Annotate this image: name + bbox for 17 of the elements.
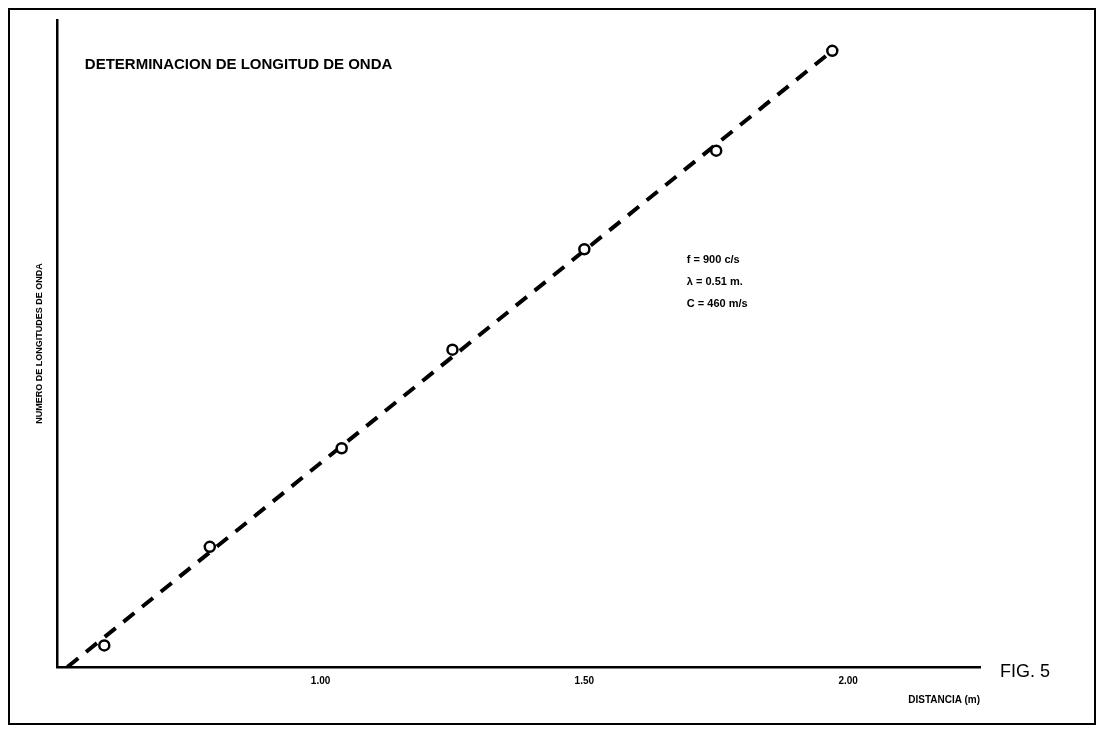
chart-title: DETERMINACION DE LONGITUD DE ONDA <box>84 55 393 73</box>
x-tick-label: 2.00 <box>838 674 859 686</box>
point <box>98 639 111 652</box>
x-axis-title: DISTANCIA (m) <box>908 693 980 705</box>
point <box>826 44 839 58</box>
point <box>203 540 217 554</box>
caption: FIG. 5 <box>1000 660 1051 681</box>
point <box>578 242 591 256</box>
point <box>709 144 723 157</box>
point <box>446 343 459 356</box>
x-tick-label: 1.50 <box>574 674 595 686</box>
annotation: C = 460 m/s <box>686 297 748 310</box>
annotation: λ = 0.51 m. <box>686 275 743 288</box>
y-axis-title: NUMERO DE LONGITUDES DE ONDA <box>33 262 44 424</box>
x-tick-label: 1.00 <box>310 674 331 686</box>
point <box>335 442 348 455</box>
annotation: f = 900 c/s <box>686 253 740 266</box>
